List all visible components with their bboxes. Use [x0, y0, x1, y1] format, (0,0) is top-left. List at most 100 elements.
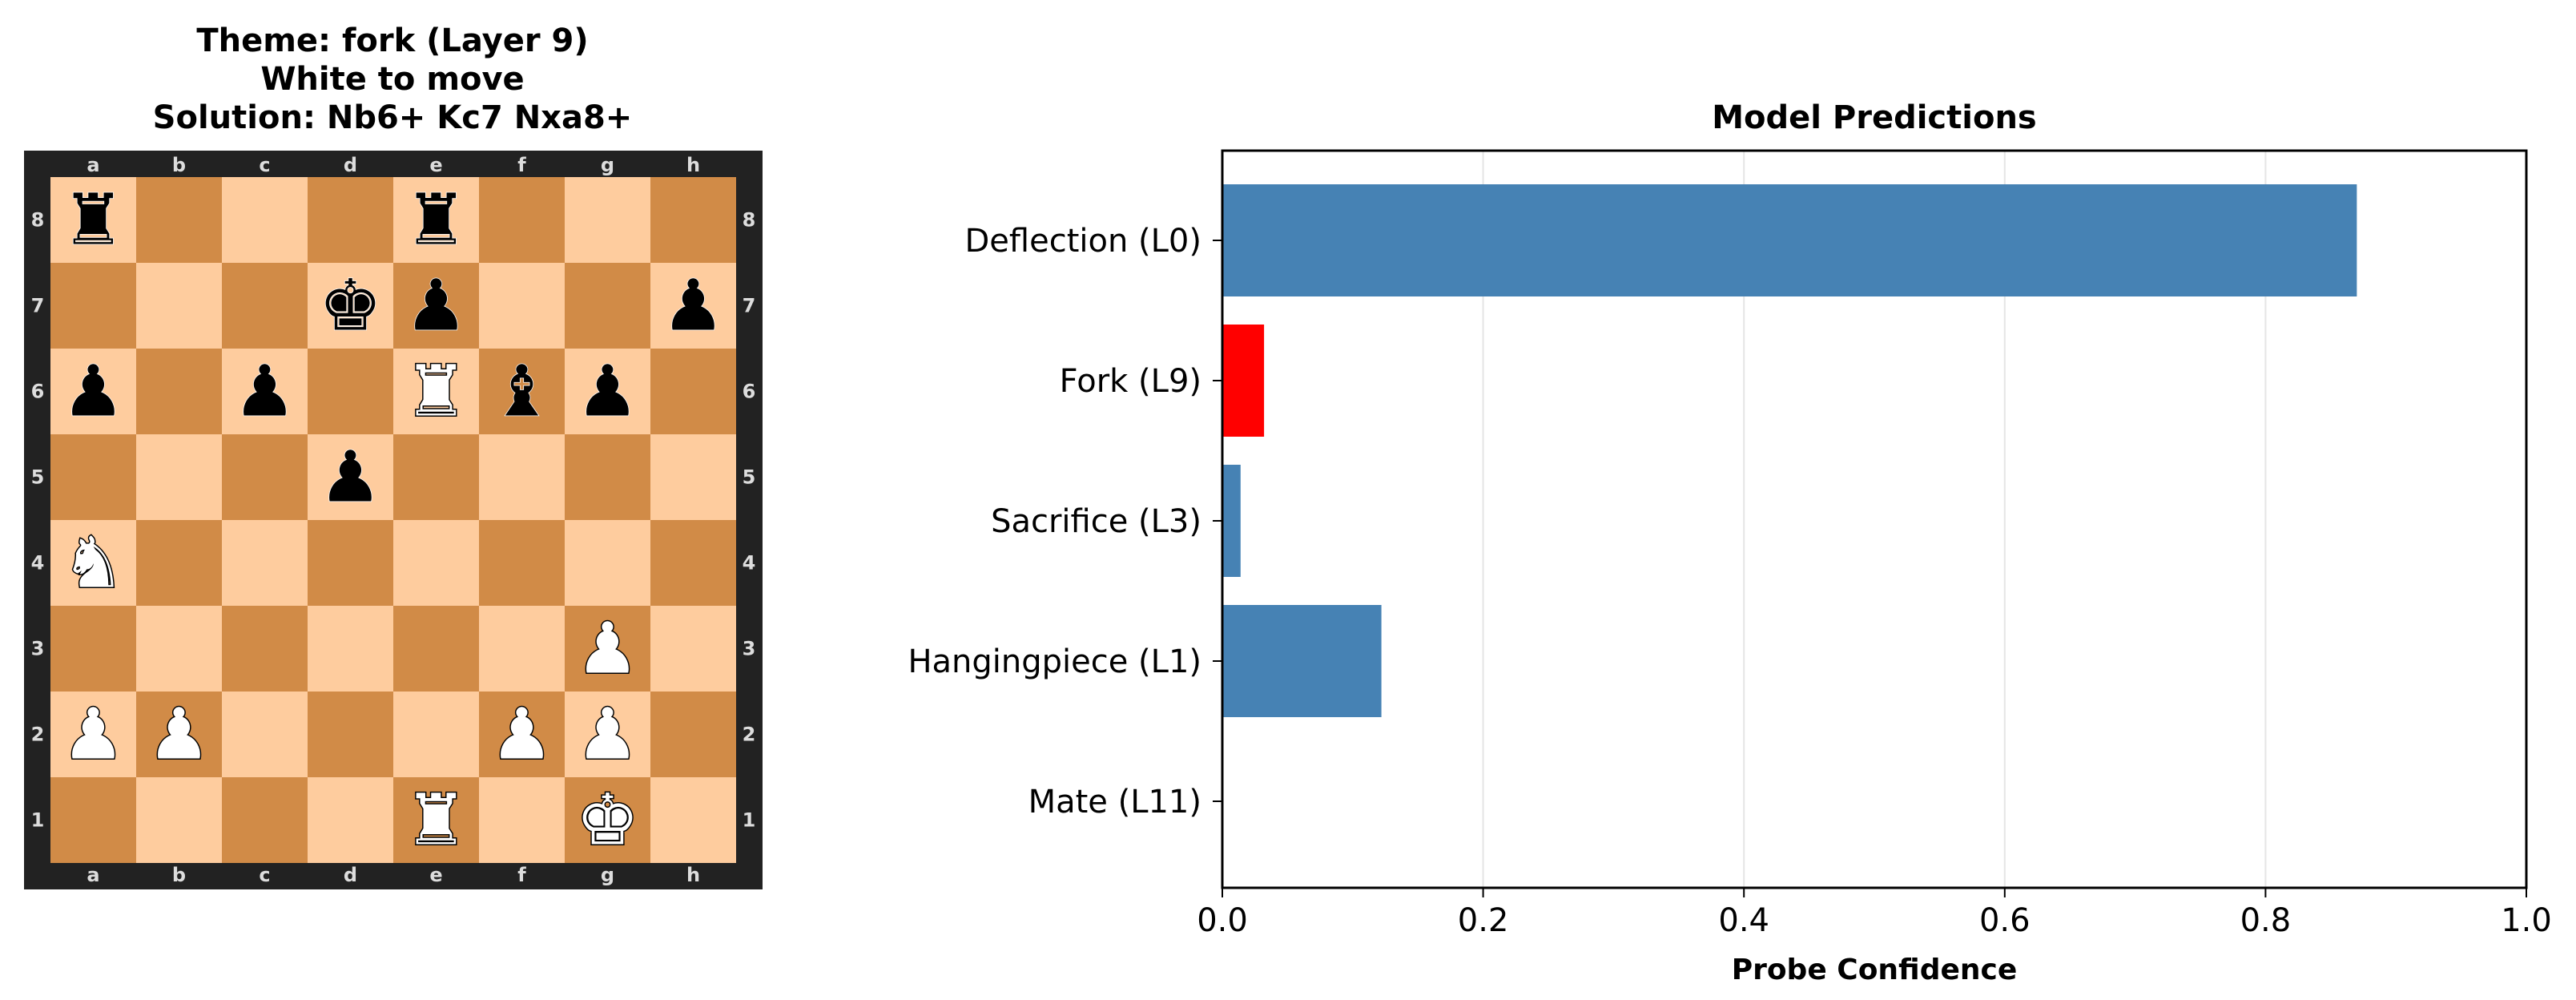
- white-pawn-icon: ♟: [490, 693, 553, 776]
- black-pawn-icon: ♟: [662, 264, 725, 347]
- square-a8: [50, 177, 136, 263]
- square-c1: [222, 777, 308, 863]
- square-d4: [308, 520, 393, 606]
- square-d7: [308, 263, 393, 349]
- x-tick-label: 0.6: [1979, 902, 2031, 939]
- square-h7: [650, 263, 736, 349]
- rank-label-right: 8: [743, 209, 756, 232]
- square-c3: [222, 606, 308, 692]
- square-e1: [393, 777, 479, 863]
- square-b5: [136, 434, 222, 520]
- white-rook-icon: ♜: [405, 779, 468, 861]
- white-king-icon: ♚: [576, 779, 639, 861]
- file-label-bottom: g: [601, 864, 614, 886]
- square-d1: [308, 777, 393, 863]
- square-e2: [393, 692, 479, 777]
- square-h3: [650, 606, 736, 692]
- y-tick-label: Mate (L11): [1028, 784, 1201, 821]
- file-label-bottom: h: [686, 864, 700, 886]
- square-f6: [479, 349, 565, 434]
- rank-label-right: 5: [743, 466, 756, 489]
- white-pawn-icon: ♟: [576, 693, 639, 776]
- square-g2: [565, 692, 650, 777]
- square-h4: [650, 520, 736, 606]
- rank-label-left: 6: [31, 381, 45, 403]
- rank-label-left: 1: [31, 809, 45, 832]
- square-b7: [136, 263, 222, 349]
- file-label-top: a: [87, 154, 99, 176]
- square-b3: [136, 606, 222, 692]
- file-label-top: g: [601, 154, 614, 176]
- chess-board: [50, 177, 736, 863]
- x-tick-label: 1.0: [2501, 902, 2552, 939]
- file-label-top: b: [172, 154, 186, 176]
- black-pawn-icon: ♟: [576, 350, 639, 433]
- board-coordinates: a a b b c c d d e e f f g g h h 8 8 7 7 6 6 5 5 4 4 3 3 2 2 1 1: [31, 154, 756, 886]
- square-f2: [479, 692, 565, 777]
- x-tick-label: 0.0: [1197, 902, 1248, 939]
- square-f5: [479, 434, 565, 520]
- square-b4: [136, 520, 222, 606]
- square-a4: [50, 520, 136, 606]
- x-tick-label: 0.8: [2240, 902, 2292, 939]
- square-g4: [565, 520, 650, 606]
- square-c5: [222, 434, 308, 520]
- rank-label-left: 8: [31, 209, 45, 232]
- file-label-top: h: [686, 154, 700, 176]
- file-label-bottom: b: [172, 864, 186, 886]
- square-c6: [222, 349, 308, 434]
- file-label-bottom: c: [259, 864, 270, 886]
- board-title-line2: White to move: [260, 61, 524, 98]
- square-e4: [393, 520, 479, 606]
- white-pawn-icon: ♟: [147, 693, 211, 776]
- rank-label-right: 7: [743, 295, 756, 317]
- square-h5: [650, 434, 736, 520]
- black-rook-icon: ♜: [62, 179, 125, 261]
- square-e7: [393, 263, 479, 349]
- white-pawn-icon: ♟: [576, 607, 639, 690]
- black-pawn-icon: ♟: [233, 350, 296, 433]
- square-d5: [308, 434, 393, 520]
- rank-label-left: 2: [31, 724, 45, 746]
- square-g8: [565, 177, 650, 263]
- white-rook-icon: ♜: [405, 350, 468, 433]
- y-tick-label: Fork (L9): [1060, 363, 1201, 400]
- square-e3: [393, 606, 479, 692]
- chart-panel: Model Predictions Deflection (L0) Fork (L…: [908, 99, 2551, 986]
- rank-label-left: 7: [31, 295, 45, 317]
- file-label-top: f: [517, 154, 526, 176]
- square-a2: [50, 692, 136, 777]
- file-label-bottom: f: [517, 864, 526, 886]
- square-e8: [393, 177, 479, 263]
- square-f3: [479, 606, 565, 692]
- y-tick-label: Sacrifice (L3): [991, 503, 1201, 540]
- rank-label-right: 4: [743, 552, 756, 575]
- chart-bars: [1222, 184, 2357, 717]
- board-title-line3: Solution: Nb6+ Kc7 Nxa8+: [153, 99, 633, 136]
- square-a1: [50, 777, 136, 863]
- square-f7: [479, 263, 565, 349]
- square-c4: [222, 520, 308, 606]
- file-label-bottom: d: [344, 864, 357, 886]
- square-g6: [565, 349, 650, 434]
- square-f8: [479, 177, 565, 263]
- square-h6: [650, 349, 736, 434]
- black-bishop-icon: ♝: [490, 350, 553, 433]
- square-d8: [308, 177, 393, 263]
- square-h2: [650, 692, 736, 777]
- black-pawn-icon: ♟: [62, 350, 125, 433]
- file-label-bottom: e: [429, 864, 442, 886]
- file-label-top: c: [259, 154, 270, 176]
- square-d2: [308, 692, 393, 777]
- black-king-icon: ♚: [319, 264, 382, 347]
- square-d6: [308, 349, 393, 434]
- board-title-line1: Theme: fork (Layer 9): [196, 22, 588, 59]
- square-d3: [308, 606, 393, 692]
- square-a5: [50, 434, 136, 520]
- rank-label-left: 4: [31, 552, 45, 575]
- square-c8: [222, 177, 308, 263]
- x-tick-label: 0.2: [1458, 902, 1509, 939]
- black-rook-icon: ♜: [405, 179, 468, 261]
- square-b8: [136, 177, 222, 263]
